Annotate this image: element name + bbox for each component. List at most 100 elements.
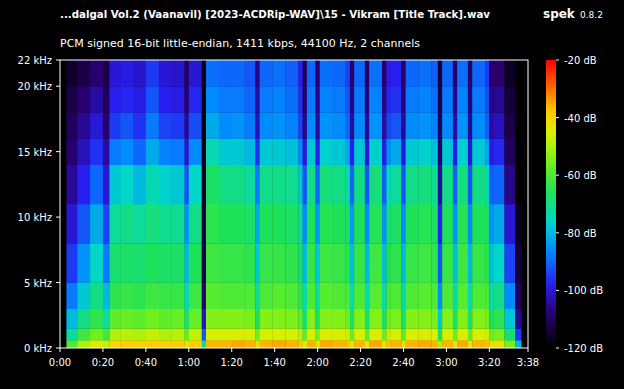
cell [172, 112, 185, 138]
cell [255, 86, 260, 112]
cell [382, 340, 387, 348]
cell [315, 112, 320, 138]
cell [472, 86, 485, 112]
cell [202, 309, 207, 329]
cell [453, 139, 458, 165]
x-tick-label: 1:20 [221, 357, 243, 368]
y-tick [56, 86, 60, 87]
cell [494, 112, 505, 138]
cell [120, 328, 133, 340]
background [0, 0, 624, 389]
cell [438, 204, 443, 244]
cell [133, 309, 146, 329]
cell [468, 340, 473, 348]
cell [350, 309, 355, 329]
cell [232, 112, 245, 138]
cell [406, 165, 419, 205]
colorbar-tick [556, 60, 559, 61]
cell [504, 309, 515, 329]
cell [172, 204, 185, 244]
cell [77, 340, 90, 348]
cell [494, 340, 505, 348]
y-tick [56, 151, 60, 152]
cell [515, 165, 522, 205]
cell [109, 283, 120, 309]
cell [219, 139, 232, 165]
cell [419, 340, 432, 348]
cell [206, 86, 219, 112]
cell [285, 112, 298, 138]
cell [133, 139, 146, 165]
cell [66, 340, 77, 348]
cell [285, 60, 298, 86]
cell [494, 328, 505, 340]
cell [457, 60, 468, 86]
cell [346, 112, 351, 138]
x-tick-label: 1:40 [263, 357, 285, 368]
cell [354, 328, 365, 340]
cell [103, 204, 110, 244]
cell [489, 112, 494, 138]
cell [350, 328, 355, 340]
cell [103, 243, 110, 283]
cell [515, 139, 522, 165]
cell [442, 139, 453, 165]
x-tick [317, 348, 318, 352]
cell [90, 139, 103, 165]
cell [346, 86, 351, 112]
cell [172, 165, 185, 205]
cell [255, 340, 260, 348]
cell [365, 243, 370, 283]
cell [66, 112, 77, 138]
y-tick-label: 22 kHz [18, 55, 52, 66]
cell [90, 112, 103, 138]
cell [494, 243, 505, 283]
cell [365, 328, 370, 340]
colorbar-tick-label: -80 dB [564, 228, 597, 239]
cell [386, 309, 391, 329]
cell [285, 283, 298, 309]
cell [431, 309, 438, 329]
cell [260, 86, 273, 112]
cell [109, 243, 120, 283]
cell [472, 204, 485, 244]
cell [260, 283, 273, 309]
cell [206, 112, 219, 138]
cell [159, 86, 172, 112]
cell [369, 204, 382, 244]
cell [504, 243, 515, 283]
cell [255, 60, 260, 86]
cell [245, 60, 256, 86]
colorbar-tick [556, 348, 559, 349]
cell [485, 340, 490, 348]
cell [354, 112, 365, 138]
cell [489, 165, 494, 205]
cell [77, 112, 90, 138]
cell [103, 340, 110, 348]
cell [307, 243, 316, 283]
cell [219, 204, 232, 244]
cell [320, 112, 333, 138]
cell [303, 328, 308, 340]
cell [419, 309, 432, 329]
cell [515, 328, 522, 340]
cell [406, 309, 419, 329]
cell [386, 112, 391, 138]
cell [307, 165, 316, 205]
cell [369, 328, 382, 340]
cell [369, 165, 382, 205]
cell [120, 112, 133, 138]
cell [133, 243, 146, 283]
cell [386, 328, 391, 340]
cell [442, 112, 453, 138]
cell [406, 340, 419, 348]
cell [146, 243, 159, 283]
cell [504, 204, 515, 244]
cell [382, 112, 387, 138]
cell [369, 283, 382, 309]
cell [103, 112, 110, 138]
cell [66, 139, 77, 165]
cell [406, 60, 419, 86]
cell [350, 86, 355, 112]
colorbar-tick-label: -60 dB [564, 170, 597, 181]
